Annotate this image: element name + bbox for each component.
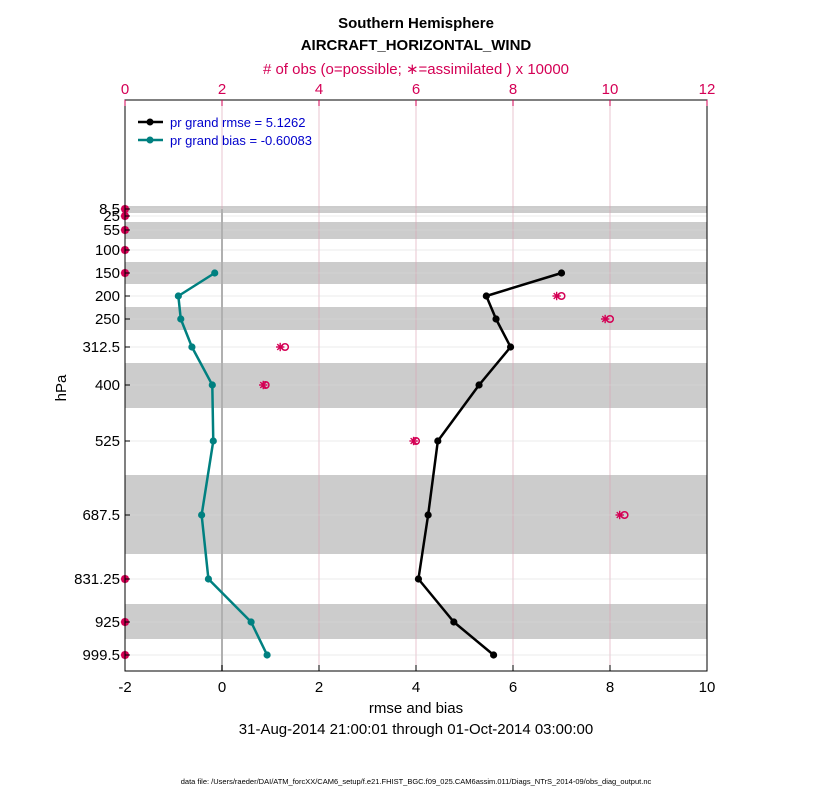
bias-point (263, 651, 271, 659)
bias-point (204, 575, 213, 583)
bias-line (177, 271, 269, 656)
pressure-level-label: 150 (95, 265, 120, 282)
legend-rmse-label: pr grand rmse = 5.1262 (170, 115, 306, 130)
pressure-level-label: 55 (103, 222, 120, 239)
top-tick-label: 6 (412, 81, 420, 98)
rmse-point (414, 575, 423, 583)
chart-title: Southern Hemisphere (338, 15, 494, 32)
bottom-tick-label: 0 (218, 679, 226, 696)
top-tick-label: 2 (218, 81, 226, 98)
pressure-level-label: 200 (95, 288, 120, 305)
bias-point (174, 292, 182, 300)
rmse-point (434, 437, 442, 445)
x-axis-label: rmse and bias (369, 700, 463, 717)
rmse-point (490, 651, 498, 659)
chart-subtitle: AIRCRAFT_HORIZONTAL_WIND (301, 37, 532, 54)
bias-point (198, 511, 206, 519)
rmse-point (475, 381, 483, 389)
legend-rmse-marker (146, 118, 154, 126)
data-file-footer: data file: /Users/raeder/DAI/ATM_forcXX/… (181, 777, 652, 786)
pressure-level-label: 250 (95, 311, 120, 328)
rmse-point (492, 315, 500, 323)
top-tick-label: 4 (315, 81, 323, 98)
bottom-tick-label: 2 (315, 679, 323, 696)
obs-assimilated-marker (615, 510, 624, 520)
bottom-tick-label: 6 (509, 679, 517, 696)
bottom-tick-label: 8 (606, 679, 614, 696)
bottom-tick-label: 4 (412, 679, 420, 696)
legend-bias-marker (146, 136, 154, 144)
rmse-point (450, 618, 458, 626)
time-range: 31-Aug-2014 21:00:01 through 01-Oct-2014… (239, 721, 593, 738)
obs-assimilated-marker (259, 380, 268, 390)
pressure-level-label: 999.5 (82, 647, 120, 664)
pressure-level-label: 8.5 (99, 201, 120, 218)
pressure-level-label: 925 (95, 614, 120, 631)
top-tick-label: 12 (699, 81, 716, 98)
pressure-level-label: 100 (95, 242, 120, 259)
top-tick-label: 8 (509, 81, 517, 98)
rmse-line (417, 271, 562, 656)
bias-point (208, 381, 216, 389)
bias-point (209, 437, 217, 445)
pressure-level-label: 687.5 (82, 507, 120, 524)
bottom-tick-label: 10 (699, 679, 716, 696)
legend: pr grand rmse = 5.1262 pr grand bias = -… (138, 115, 312, 148)
bias-point (188, 343, 196, 351)
pressure-level-label: 312.5 (82, 339, 120, 356)
obs-assimilated-marker (552, 291, 561, 301)
y-axis-label: hPa (53, 374, 70, 401)
top-axis-label: # of obs (o=possible; ∗=assimilated ) x … (263, 61, 569, 78)
rmse-point (482, 292, 490, 300)
pressure-level-label: 400 (95, 377, 120, 394)
rmse-point (506, 343, 515, 351)
bias-point (211, 269, 219, 277)
bias-point (177, 315, 185, 323)
rmse-point (557, 269, 566, 277)
obs-assimilated-marker (600, 314, 610, 324)
pressure-level-label: 25 (103, 208, 120, 225)
top-tick-label: 10 (602, 81, 619, 98)
pressure-level-label: 831.25 (74, 571, 120, 588)
bottom-tick-label: -2 (118, 679, 131, 696)
pressure-level-label: 525 (95, 433, 120, 450)
obs-assimilated-marker (276, 342, 285, 352)
obs-assimilated-marker (409, 436, 418, 446)
legend-bias-label: pr grand bias = -0.60083 (170, 133, 312, 148)
bias-point (247, 618, 255, 626)
top-tick-label: 0 (121, 81, 129, 98)
rmse-point (424, 511, 432, 519)
